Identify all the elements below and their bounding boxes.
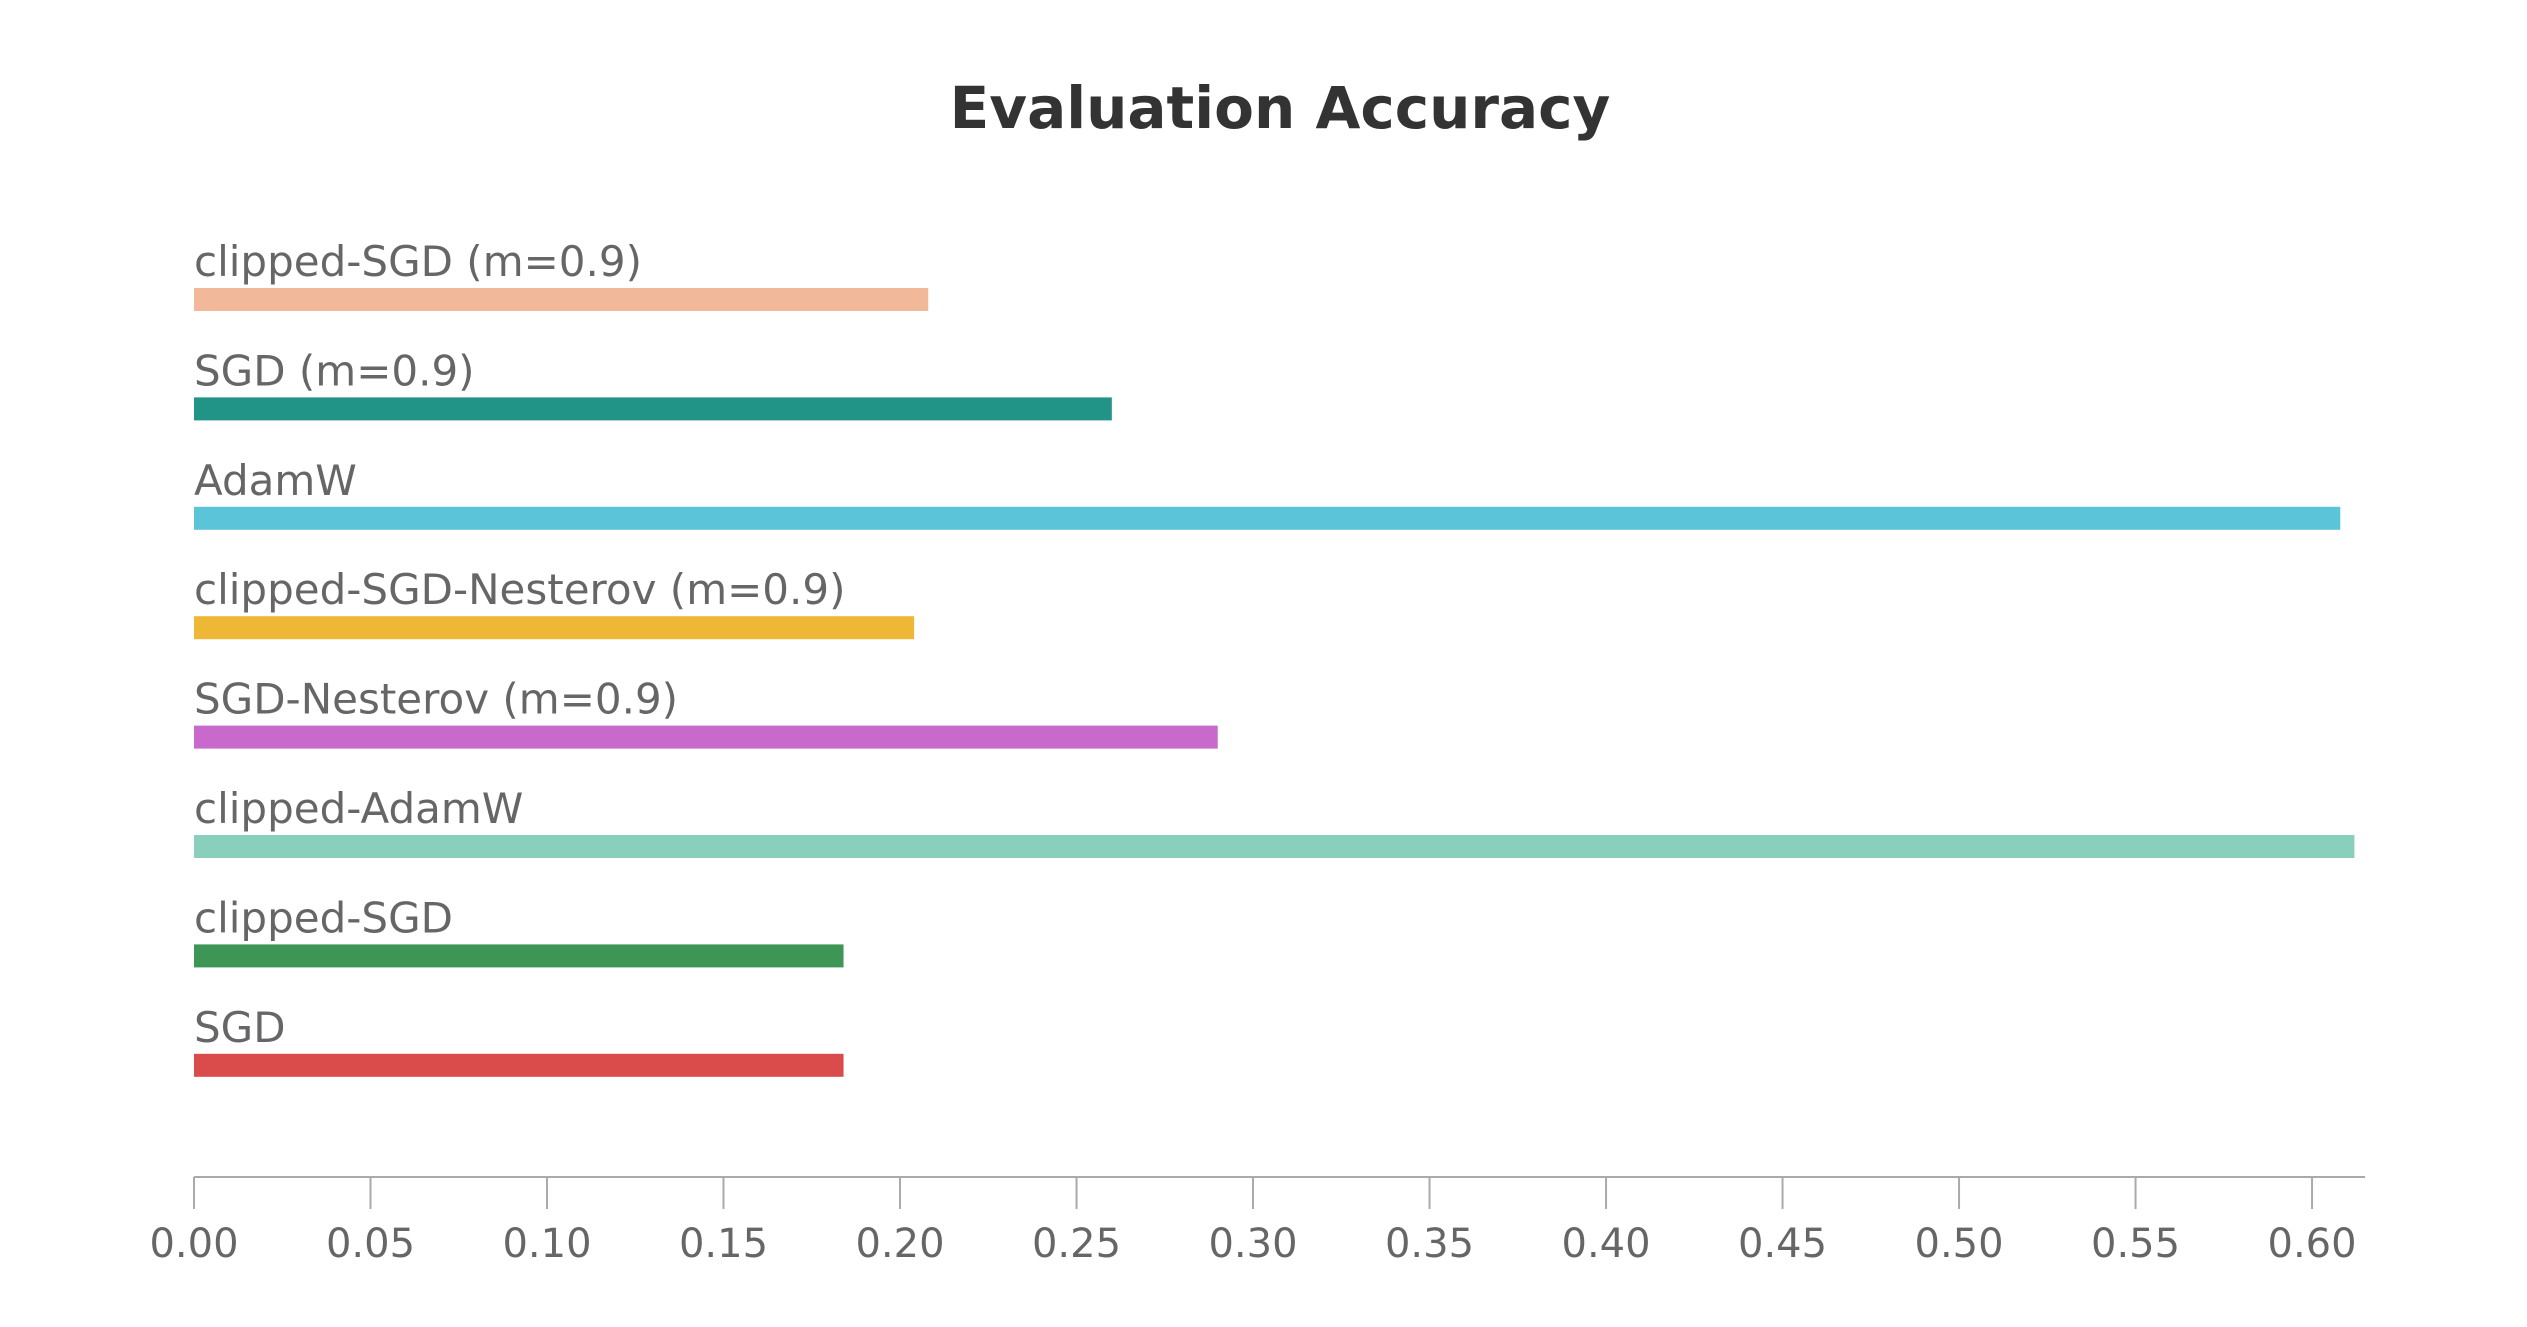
x-tick-label: 0.05 [326, 1221, 415, 1267]
x-tick-label: 0.10 [502, 1221, 591, 1267]
bar-label: clipped-SGD (m=0.9) [194, 237, 642, 286]
x-tick-label: 0.60 [2268, 1221, 2357, 1267]
x-tick-label: 0.15 [679, 1221, 768, 1267]
bars-group: clipped-SGD (m=0.9) SGD (m=0.9) AdamW clipp… [194, 237, 2355, 1077]
bar [194, 397, 1112, 421]
bar-label: SGD-Nesterov (m=0.9) [194, 675, 678, 724]
x-tick-label: 0.50 [1915, 1221, 2004, 1267]
x-tick-label: 0.20 [855, 1221, 944, 1267]
x-tick-label: 0.00 [149, 1221, 238, 1267]
bar [194, 506, 2341, 530]
x-axis: 0.00 0.05 0.10 0.15 0.20 0.25 0.30 0.35 0.40 0.45… [149, 1176, 2365, 1267]
bar-label: SGD [194, 1003, 286, 1052]
bar-label: AdamW [194, 456, 357, 505]
x-tick-label: 0.30 [1208, 1221, 1297, 1267]
bar [194, 288, 929, 311]
x-tick-label: 0.35 [1385, 1221, 1474, 1267]
bar-label: clipped-SGD [194, 893, 453, 942]
bar [194, 1053, 844, 1077]
x-tick-label: 0.25 [1032, 1221, 1121, 1267]
bar [194, 725, 1218, 749]
chart-title: Evaluation Accuracy [950, 74, 1611, 142]
bar [194, 944, 844, 968]
x-tick-label: 0.40 [1562, 1221, 1651, 1267]
bar-label: SGD (m=0.9) [194, 346, 475, 395]
x-tick-label: 0.45 [1738, 1221, 1827, 1267]
bar [194, 835, 2355, 858]
bar-label: clipped-AdamW [194, 784, 523, 833]
bar [194, 616, 915, 640]
x-tick-label: 0.55 [2091, 1221, 2180, 1267]
bar-label: clipped-SGD-Nesterov (m=0.9) [194, 565, 845, 614]
